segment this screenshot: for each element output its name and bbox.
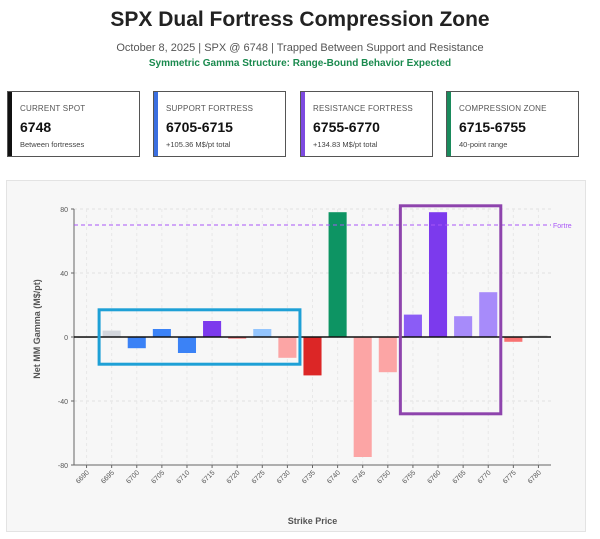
bar-6775 xyxy=(504,337,523,342)
bar-6700 xyxy=(127,337,146,349)
bar-6755 xyxy=(403,314,422,337)
card-accent-bar xyxy=(447,92,451,156)
card-resistance-fortress: RESISTANCE FORTRESS 6755-6770 +134.83 M$… xyxy=(300,91,433,157)
chart-panel: Fortre -80 -40 0 40 80 6690 6695 6700 6705 6710 671… xyxy=(6,180,586,532)
bar-6710 xyxy=(177,337,197,353)
page-subtitle: October 8, 2025 | SPX @ 6748 | Trapped B… xyxy=(116,42,484,54)
summary-cards: CURRENT SPOT 6748 Between fortresses SUP… xyxy=(7,91,593,157)
y-tick-label: -40 xyxy=(58,399,68,406)
card-label: CURRENT SPOT xyxy=(20,104,86,113)
card-label: SUPPORT FORTRESS xyxy=(166,104,254,113)
x-tick-label: 6705 xyxy=(150,469,166,485)
y-tick-label: 0 xyxy=(64,335,68,342)
card-compression-zone: COMPRESSION ZONE 6715-6755 40-point rang… xyxy=(446,91,579,157)
x-tick-label: 6695 xyxy=(100,469,116,485)
structure-note: Symmetric Gamma Structure: Range-Bound B… xyxy=(148,58,452,69)
resistance-fortress-box xyxy=(398,204,503,416)
bar-6765 xyxy=(454,316,473,337)
bar-6695 xyxy=(102,330,121,337)
card-label: COMPRESSION ZONE xyxy=(459,104,547,113)
card-subtext: 40-point range xyxy=(459,140,508,149)
x-tick-label: 6760 xyxy=(426,469,442,485)
page-title: SPX Dual Fortress Compression Zone xyxy=(110,8,490,31)
card-accent-bar xyxy=(154,92,158,156)
bar-6705 xyxy=(152,329,171,337)
card-subtext: Between fortresses xyxy=(20,140,85,149)
x-tick-label: 6730 xyxy=(276,469,292,485)
support-fortress-box xyxy=(97,308,302,366)
bar-6780 xyxy=(529,335,548,337)
y-tick-label: -80 xyxy=(58,463,68,470)
gamma-bar-chart: Fortre -80 -40 0 40 80 6690 6695 6700 6705 6710 671… xyxy=(32,204,572,526)
card-accent-bar xyxy=(301,92,305,156)
card-support-fortress: SUPPORT FORTRESS 6705-6715 +105.36 M$/pt… xyxy=(153,91,286,157)
card-subtext: +134.83 M$/pt total xyxy=(313,140,378,149)
x-tick-label: 6700 xyxy=(125,469,141,485)
bar-6760 xyxy=(428,212,448,337)
bar-6770 xyxy=(479,292,498,337)
x-tick-label: 6740 xyxy=(326,469,342,485)
x-tick-label: 6770 xyxy=(477,469,493,485)
card-label: RESISTANCE FORTRESS xyxy=(313,104,413,113)
x-tick-label: 6775 xyxy=(502,469,518,485)
bar-6730 xyxy=(278,337,297,358)
x-tick-label: 6735 xyxy=(301,469,317,485)
y-tick-label: 80 xyxy=(60,207,68,214)
x-axis-title: Strike Price xyxy=(288,516,338,526)
card-value: 6705-6715 xyxy=(166,119,233,135)
bar-6720 xyxy=(228,337,247,339)
x-tick-label: 6710 xyxy=(175,469,191,485)
x-tick-label: 6690 xyxy=(75,469,91,485)
x-tick-label: 6765 xyxy=(452,469,468,485)
x-tick-label: 6720 xyxy=(226,469,242,485)
x-tick-label: 6725 xyxy=(251,469,267,485)
bar-6725 xyxy=(253,329,272,337)
card-value: 6715-6755 xyxy=(459,119,526,135)
reference-line-label: Fortre xyxy=(553,223,572,230)
bar-6735 xyxy=(303,337,322,376)
card-value: 6755-6770 xyxy=(313,119,380,135)
x-tick-label: 6780 xyxy=(527,469,543,485)
x-tick-label: 6715 xyxy=(201,469,217,485)
bar-6750 xyxy=(378,337,397,373)
bar-6715 xyxy=(203,321,222,337)
x-tick-label: 6755 xyxy=(401,469,417,485)
bar-6745 xyxy=(353,337,372,457)
y-axis-title: Net MM Gamma (M$/pt) xyxy=(32,279,42,379)
card-subtext: +105.36 M$/pt total xyxy=(166,140,231,149)
card-accent-bar xyxy=(8,92,12,156)
card-value: 6748 xyxy=(20,119,52,135)
x-tick-label: 6750 xyxy=(376,469,392,485)
card-current-spot: CURRENT SPOT 6748 Between fortresses xyxy=(7,91,140,157)
bar-6740 xyxy=(328,212,347,337)
x-tick-label: 6745 xyxy=(351,469,367,485)
y-tick-label: 40 xyxy=(60,271,68,278)
